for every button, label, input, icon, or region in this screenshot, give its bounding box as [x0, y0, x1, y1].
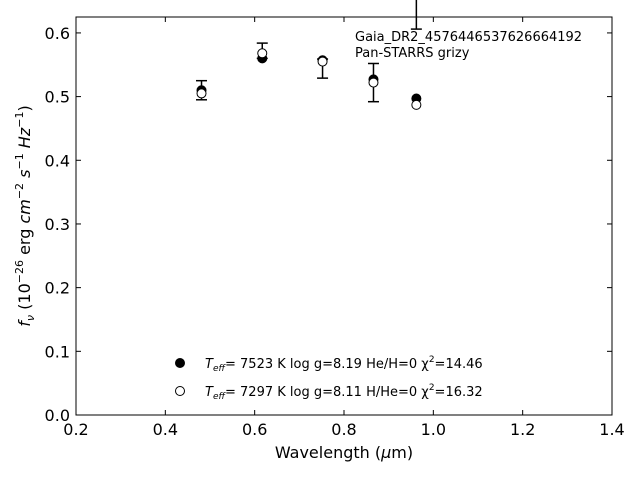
open-point-3	[369, 78, 378, 87]
legend-marker-open	[176, 387, 185, 396]
legend-entry-2: Teff= 7297 K log g=8.11 H/He=0 χ2=16.32	[205, 383, 483, 402]
y-tick-label-2: 0.2	[45, 279, 70, 298]
y-axis-label: fν (10−26 erg cm−2 s−1 Hz−1)	[13, 105, 37, 326]
y-tick-label-1: 0.1	[45, 342, 70, 361]
y-tick-label-4: 0.4	[45, 151, 70, 170]
annotation-line-1: Gaia_DR2_4576446537626664192	[355, 30, 582, 45]
y-tick-label-5: 0.5	[45, 88, 70, 107]
y-tick-label-3: 0.3	[45, 215, 70, 234]
x-axis-label: Wavelength (μm)	[275, 443, 413, 462]
x-tick-label-6: 1.4	[599, 420, 624, 439]
errorbar-4	[411, 0, 422, 29]
legend-marker-filled	[176, 359, 185, 368]
x-tick-label-4: 1.0	[421, 420, 446, 439]
open-point-0	[197, 89, 206, 98]
open-point-4	[412, 100, 421, 109]
x-tick-label-2: 0.6	[242, 420, 267, 439]
x-tick-label-1: 0.4	[153, 420, 178, 439]
plot-frame	[76, 17, 612, 415]
ticks-layer: 0.2 0.4 0.6 0.8 1.0 1.2 1.40.00.10.20.30.40.50…	[45, 17, 625, 439]
open-point-2	[318, 57, 327, 66]
legend-entry-1: Teff= 7523 K log g=8.19 He/H=0 χ2=14.46	[205, 355, 483, 374]
x-tick-label-3: 0.8	[331, 420, 356, 439]
open-point-1	[258, 49, 267, 58]
annotation-line-2: Pan-STARRS grizy	[355, 46, 470, 61]
legend: Teff= 7523 K log g=8.19 He/H=0 χ2=14.46 …	[176, 355, 483, 402]
x-tick-label-5: 1.2	[510, 420, 535, 439]
y-tick-label-6: 0.6	[45, 24, 70, 43]
y-tick-label-0: 0.0	[45, 406, 70, 425]
